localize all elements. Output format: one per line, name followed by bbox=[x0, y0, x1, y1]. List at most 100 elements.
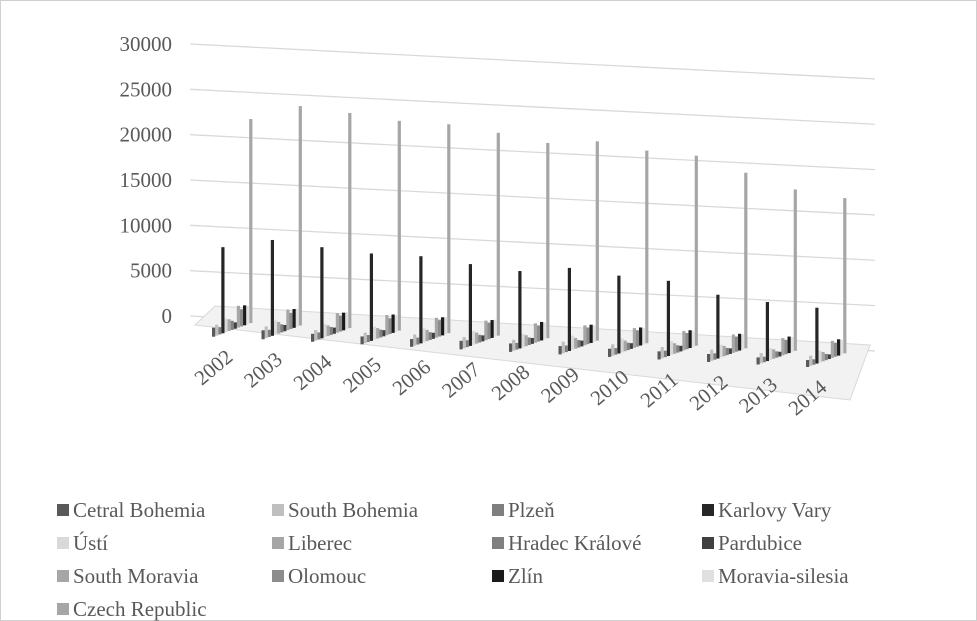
bar bbox=[666, 280, 670, 357]
bar bbox=[478, 334, 482, 343]
bar bbox=[410, 339, 414, 347]
bar bbox=[270, 239, 274, 336]
bar bbox=[620, 338, 624, 353]
bar bbox=[626, 342, 630, 351]
bar bbox=[267, 329, 271, 337]
bar bbox=[790, 336, 794, 352]
legend-swatch bbox=[57, 504, 69, 516]
bar bbox=[277, 321, 281, 334]
bar bbox=[546, 142, 550, 339]
legend-label: South Bohemia bbox=[288, 498, 419, 522]
bar bbox=[756, 357, 760, 365]
bar bbox=[657, 351, 661, 360]
bar bbox=[536, 325, 541, 342]
bar bbox=[741, 334, 745, 350]
bar bbox=[784, 340, 788, 355]
bar bbox=[369, 253, 373, 341]
legend-swatch bbox=[492, 570, 504, 582]
legend-label: Cetral Bohemia bbox=[73, 498, 206, 522]
bar bbox=[382, 330, 386, 337]
bar bbox=[759, 353, 763, 364]
bar bbox=[632, 328, 636, 348]
grid-line bbox=[189, 179, 876, 216]
bar bbox=[468, 264, 472, 346]
bar bbox=[833, 342, 838, 357]
bar bbox=[611, 344, 615, 356]
bar bbox=[524, 335, 528, 347]
bar bbox=[236, 305, 240, 328]
bar bbox=[635, 330, 640, 347]
bar bbox=[329, 326, 333, 335]
bar bbox=[379, 329, 383, 338]
bar bbox=[413, 334, 417, 346]
legend-swatch bbox=[702, 537, 714, 549]
bar bbox=[437, 320, 442, 337]
bar bbox=[385, 315, 389, 336]
legend-swatch bbox=[492, 537, 504, 549]
bar bbox=[688, 330, 692, 349]
bar bbox=[530, 337, 534, 344]
bar bbox=[710, 349, 714, 361]
bar bbox=[434, 317, 438, 338]
bar bbox=[580, 340, 584, 347]
bar bbox=[629, 343, 633, 349]
legend-swatch bbox=[57, 603, 69, 615]
bar bbox=[342, 312, 346, 331]
bar bbox=[570, 335, 575, 350]
legend-label: Liberec bbox=[288, 531, 352, 555]
bar bbox=[323, 323, 327, 338]
bar bbox=[806, 360, 810, 368]
bar bbox=[273, 320, 278, 335]
bar bbox=[471, 331, 476, 345]
bar bbox=[215, 324, 219, 336]
bar bbox=[762, 356, 766, 363]
bar bbox=[713, 353, 717, 360]
legend-swatch bbox=[272, 537, 284, 549]
bar bbox=[583, 325, 587, 346]
bar bbox=[261, 330, 265, 340]
legend-swatch bbox=[57, 537, 69, 549]
bar bbox=[843, 198, 847, 354]
bar bbox=[540, 321, 544, 341]
bar bbox=[366, 335, 370, 343]
bar bbox=[586, 327, 590, 345]
bar bbox=[416, 337, 420, 345]
bar bbox=[809, 355, 813, 366]
bar bbox=[676, 345, 680, 353]
bar bbox=[224, 318, 228, 333]
legend-label: South Moravia bbox=[73, 564, 199, 588]
bar bbox=[830, 340, 834, 358]
bar bbox=[218, 327, 222, 335]
bar bbox=[394, 315, 398, 332]
bar bbox=[332, 327, 336, 334]
bar bbox=[691, 330, 695, 347]
legend-label: Hradec Králové bbox=[508, 531, 642, 555]
bar bbox=[725, 347, 729, 356]
bar bbox=[617, 275, 621, 354]
legend-label: Ústí bbox=[73, 531, 108, 555]
y-tick-label: 25000 bbox=[120, 77, 173, 101]
bar bbox=[212, 327, 216, 337]
bar bbox=[444, 316, 448, 335]
bar bbox=[397, 120, 401, 331]
bar bbox=[335, 313, 339, 333]
y-tick-label: 10000 bbox=[120, 213, 173, 237]
bar bbox=[778, 351, 782, 357]
bar bbox=[818, 350, 822, 363]
bar bbox=[249, 119, 253, 324]
bar bbox=[564, 345, 568, 353]
bar bbox=[775, 351, 779, 358]
bar bbox=[768, 348, 773, 360]
legend-swatch bbox=[272, 504, 284, 516]
bar bbox=[558, 346, 562, 355]
bar bbox=[679, 345, 683, 352]
bar bbox=[837, 339, 841, 356]
bar bbox=[821, 351, 825, 362]
bar bbox=[642, 327, 646, 345]
bar bbox=[363, 332, 367, 344]
bar bbox=[645, 150, 649, 344]
bar bbox=[431, 332, 435, 339]
legend-label: Plzeň bbox=[508, 498, 555, 522]
legend-label: Moravia-silesia bbox=[718, 564, 849, 588]
